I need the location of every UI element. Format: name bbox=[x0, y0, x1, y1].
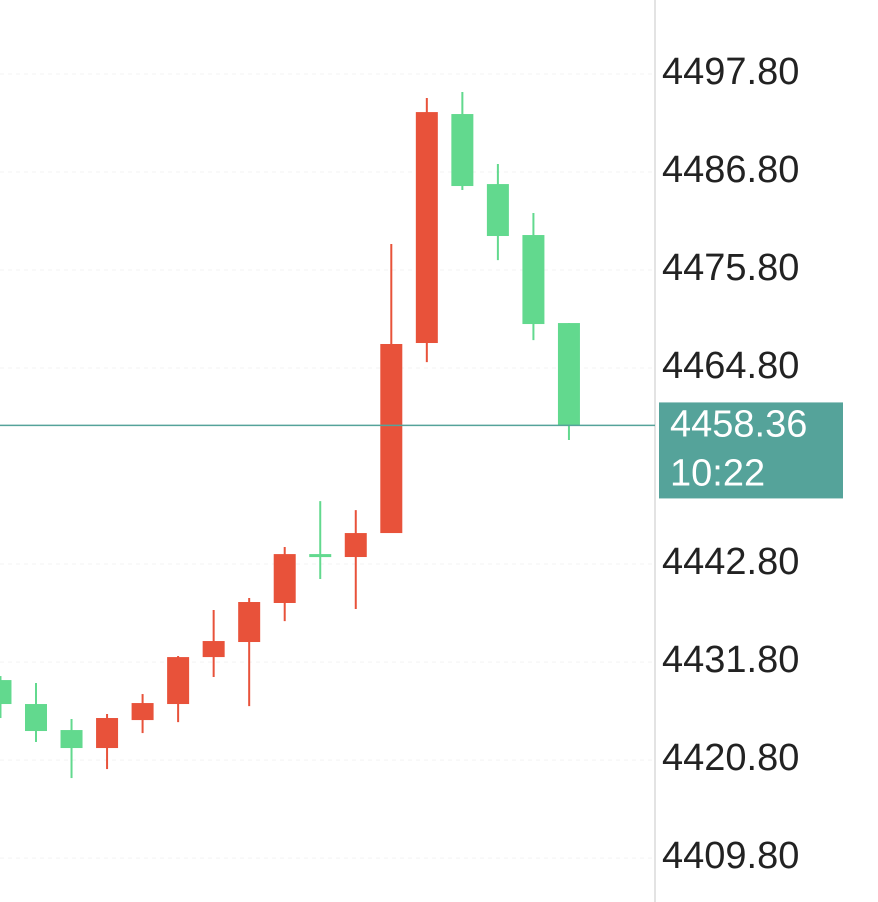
candle-body bbox=[96, 718, 119, 749]
candle-body bbox=[25, 704, 47, 732]
candle-body bbox=[167, 657, 190, 705]
y-tick-label: 4497.80 bbox=[662, 51, 799, 93]
candle-body bbox=[202, 641, 225, 658]
y-tick-label: 4409.80 bbox=[662, 835, 799, 877]
candle-body bbox=[451, 114, 474, 187]
candle-body bbox=[0, 680, 12, 705]
candle-body bbox=[415, 112, 438, 344]
candle-body bbox=[557, 323, 580, 426]
candle-body bbox=[238, 602, 261, 643]
candle-body bbox=[486, 184, 509, 237]
current-price-label: 4458.36 bbox=[670, 403, 807, 445]
y-tick-label: 4442.80 bbox=[662, 541, 799, 583]
candle-body bbox=[60, 730, 83, 749]
y-tick-label: 4431.80 bbox=[662, 639, 799, 681]
y-tick-label: 4420.80 bbox=[662, 737, 799, 779]
y-tick-label: 4486.80 bbox=[662, 149, 799, 191]
current-time-label: 10:22 bbox=[670, 452, 765, 494]
y-tick-label: 4475.80 bbox=[662, 247, 799, 289]
candle-body bbox=[309, 554, 332, 558]
price-box bbox=[659, 402, 843, 499]
candle-body bbox=[273, 554, 296, 603]
candle-body bbox=[380, 343, 403, 534]
y-tick-label: 4464.80 bbox=[662, 345, 799, 387]
candle-body bbox=[522, 235, 545, 325]
candle-body bbox=[131, 703, 154, 721]
candle-body bbox=[344, 533, 367, 558]
